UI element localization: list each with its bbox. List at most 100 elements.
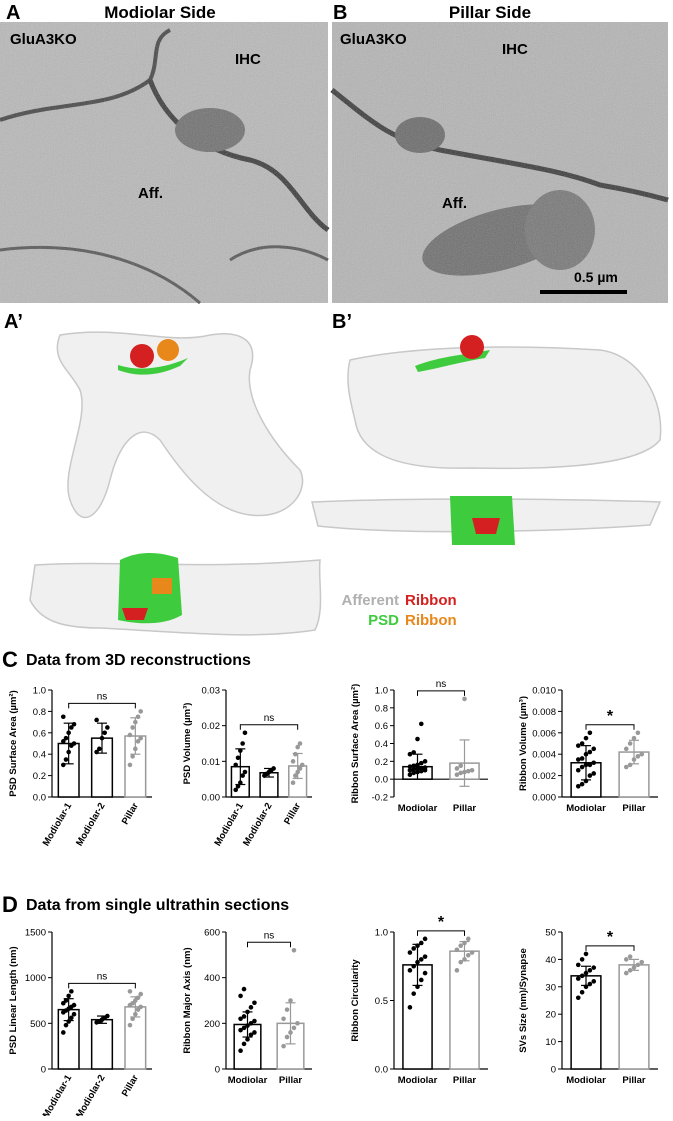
data-point	[233, 762, 239, 768]
y-axis-label: PSD Linear Length (nm)	[8, 946, 19, 1054]
data-point	[69, 1015, 74, 1021]
data-point	[66, 993, 71, 999]
data-point	[469, 767, 475, 773]
data-point	[60, 739, 66, 744]
y-tick-label: 0.000	[532, 793, 556, 804]
data-point	[238, 993, 243, 999]
em-image-b	[330, 22, 669, 303]
data-point	[407, 950, 413, 955]
data-point	[422, 936, 428, 942]
significance-bracket	[417, 930, 465, 936]
data-point	[583, 984, 589, 990]
y-tick-label: 0.2	[33, 771, 46, 782]
data-point	[241, 1041, 247, 1047]
image-label: Aff.	[442, 195, 467, 212]
data-point	[635, 754, 641, 759]
data-point	[295, 1021, 300, 1026]
significance-label: ns	[97, 691, 108, 702]
data-point	[422, 759, 428, 764]
data-point	[135, 995, 141, 1001]
data-point	[238, 1027, 243, 1033]
reconstruction-b-front	[311, 496, 662, 545]
data-point	[411, 770, 417, 776]
data-point	[295, 744, 300, 750]
significance-label: ns	[264, 713, 275, 724]
panel-title: Modiolar Side	[104, 3, 215, 22]
data-point	[587, 773, 593, 778]
data-point	[69, 989, 74, 994]
data-point	[133, 746, 138, 752]
data-point	[238, 1048, 243, 1054]
data-point	[242, 730, 248, 736]
y-tick-label: 40	[545, 955, 556, 966]
data-point	[252, 1030, 257, 1035]
data-point	[66, 749, 71, 755]
data-point	[415, 766, 420, 771]
data-point	[418, 940, 424, 946]
data-point	[418, 721, 424, 727]
x-tick-label: Pillar	[453, 803, 477, 814]
data-point	[623, 970, 629, 976]
x-tick-label: Modiolar	[398, 1075, 438, 1086]
significance-bracket	[68, 702, 136, 709]
data-point	[575, 976, 581, 981]
data-point	[295, 769, 300, 775]
data-point	[245, 1009, 250, 1015]
image-label: GluA3KO	[340, 31, 407, 48]
data-point	[291, 947, 297, 953]
data-point	[591, 760, 597, 766]
y-tick-label: 0.4	[33, 750, 46, 761]
data-point	[454, 947, 460, 953]
y-tick-label: 0.01	[202, 757, 221, 768]
y-tick-label: 20	[545, 1010, 556, 1021]
data-point	[97, 746, 102, 752]
x-tick-label: Modiolar	[566, 1075, 606, 1086]
y-tick-label: 0.00	[202, 793, 221, 804]
data-point	[575, 995, 581, 1001]
x-tick-label: Modiolar	[398, 803, 438, 814]
data-point	[579, 764, 585, 770]
x-tick-label: Modiolar-2	[241, 801, 275, 848]
data-point	[422, 954, 428, 959]
data-point	[138, 991, 144, 997]
panel-title: Pillar Side	[449, 3, 531, 22]
data-point	[583, 762, 589, 768]
data-point	[587, 981, 593, 987]
data-point	[290, 759, 296, 764]
data-point	[138, 735, 144, 741]
data-point	[71, 741, 77, 746]
data-point	[290, 780, 296, 786]
data-point	[579, 957, 585, 962]
image-label: IHC	[235, 51, 261, 68]
data-point	[235, 755, 241, 761]
data-point	[418, 957, 424, 962]
y-tick-label: 0.8	[375, 703, 388, 714]
data-point	[583, 735, 589, 741]
y-tick-label: 1500	[25, 928, 46, 939]
y-tick-label: 600	[204, 928, 220, 939]
data-point	[284, 1007, 290, 1012]
data-point	[130, 754, 135, 759]
section-letter: D	[2, 892, 18, 917]
section-letter: C	[2, 647, 18, 672]
data-point	[454, 766, 460, 771]
panel-letter: A’	[4, 311, 23, 333]
x-tick-label: Modiolar-1	[41, 1072, 75, 1116]
data-point	[252, 1018, 257, 1024]
data-point	[627, 762, 633, 768]
legend-label: PSD	[368, 612, 399, 629]
data-point	[235, 784, 241, 789]
y-tick-label: 0.004	[532, 750, 556, 761]
data-point	[105, 1013, 110, 1019]
data-point	[462, 940, 467, 946]
data-point	[135, 714, 141, 720]
data-point	[591, 771, 597, 776]
data-point	[288, 1030, 293, 1035]
data-point	[418, 760, 424, 766]
y-tick-label: 0.4	[375, 739, 388, 750]
x-tick-label: Pillar	[282, 801, 303, 827]
data-point	[462, 696, 467, 702]
y-tick-label: 1.0	[375, 928, 388, 939]
x-tick-label: Modiolar-1	[41, 800, 75, 848]
